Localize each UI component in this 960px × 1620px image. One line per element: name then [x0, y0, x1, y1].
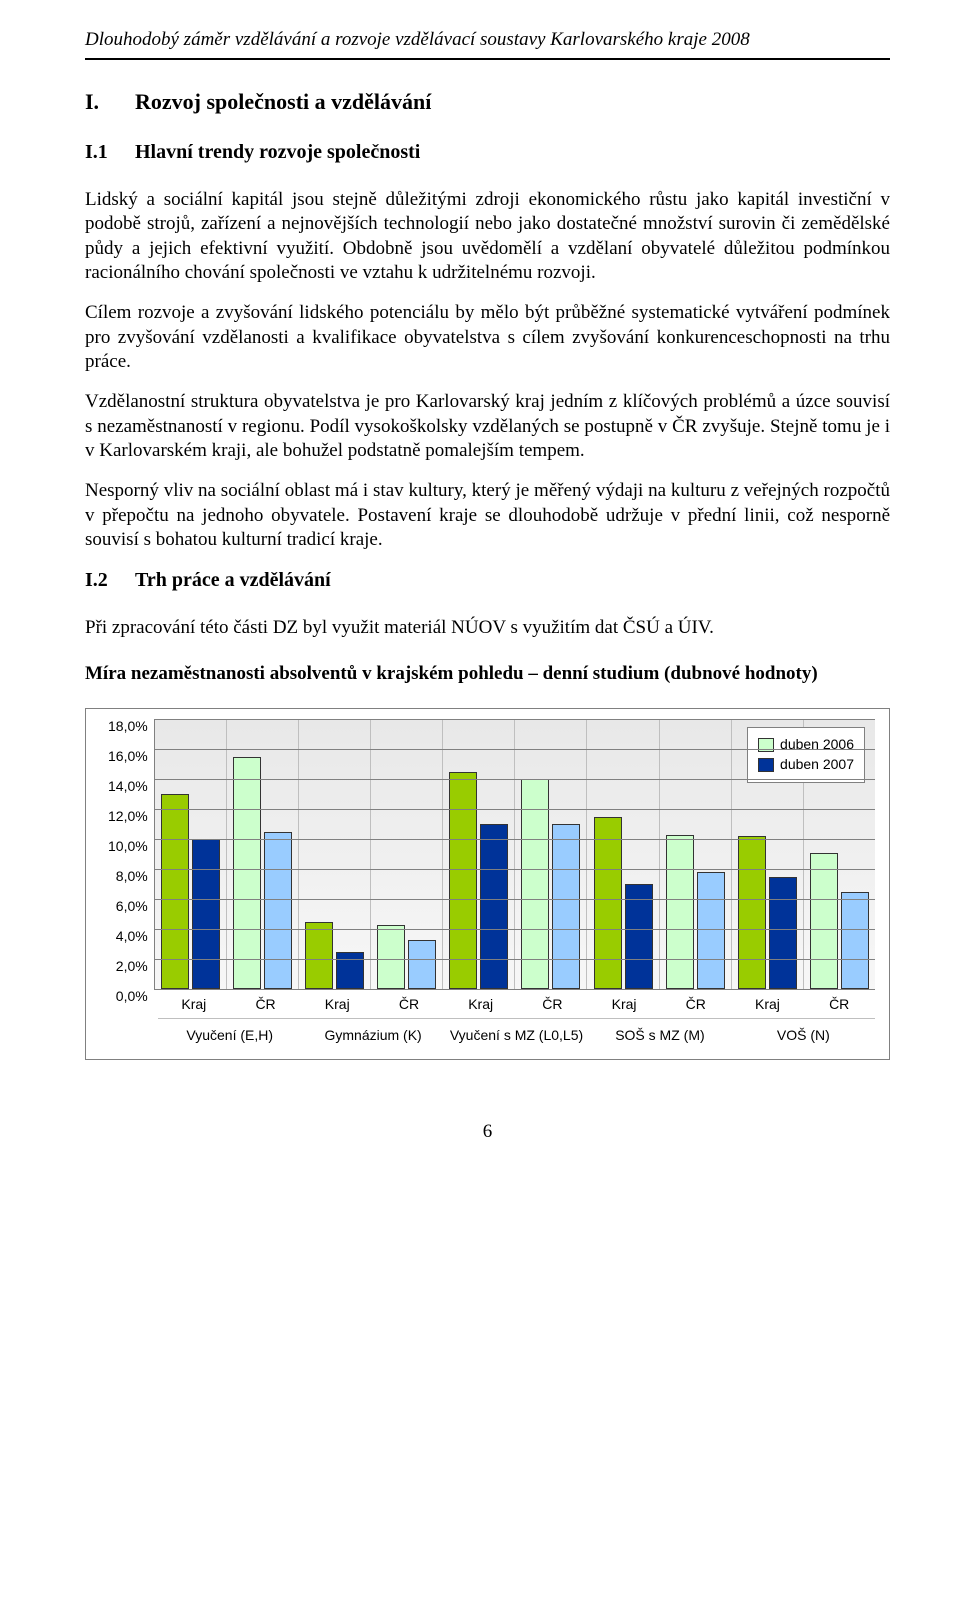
section-heading: I.Rozvoj společnosti a vzdělávání	[85, 88, 890, 116]
bar-2006	[449, 772, 477, 990]
subsection-number: I.1	[85, 140, 135, 166]
doc-header: Dlouhodobý záměr vzdělávání a rozvoje vz…	[85, 28, 890, 60]
bar-2007	[480, 824, 508, 989]
subsection-heading-1: I.1Hlavní trendy rozvoje společnosti	[85, 140, 890, 166]
bar-2006	[233, 757, 261, 990]
section-number: I.	[85, 88, 135, 116]
x-supergroup-label: Vyučení s MZ (L0,L5)	[445, 1018, 588, 1049]
x-category-label: ČR	[660, 990, 732, 1018]
subsection-heading-2: I.2Trh práce a vzdělávání	[85, 568, 890, 594]
bar-2006	[521, 779, 549, 989]
bar-group	[660, 719, 732, 989]
page-number: 6	[85, 1120, 890, 1144]
bar-group	[587, 719, 659, 989]
bar-2006	[305, 922, 333, 990]
chart-legend: duben 2006 duben 2007	[747, 727, 865, 783]
x-supergroup-label: VOŠ (N)	[732, 1018, 875, 1049]
chart-plot-area: duben 2006 duben 2007	[154, 719, 875, 990]
bar-group	[299, 719, 371, 989]
x-category-label: Kraj	[588, 990, 660, 1018]
paragraph: Lidský a sociální kapitál jsou stejně dů…	[85, 188, 890, 285]
legend-item: duben 2006	[758, 736, 854, 754]
x-category-label: Kraj	[301, 990, 373, 1018]
x-category-label: ČR	[517, 990, 589, 1018]
x-axis: KrajČRKrajČRKrajČRKrajČRKrajČR Vyučení (…	[158, 990, 875, 1049]
section-title: Rozvoj společnosti a vzdělávání	[135, 89, 431, 114]
y-axis-labels: 18,0%16,0%14,0%12,0%10,0%8,0%6,0%4,0%2,0…	[108, 719, 154, 989]
bar-group	[515, 719, 587, 989]
bar-2006	[738, 836, 766, 989]
bar-2007	[336, 952, 364, 989]
bar-2006	[666, 835, 694, 990]
x-supergroup-label: Gymnázium (K)	[301, 1018, 444, 1049]
legend-label: duben 2006	[780, 736, 854, 754]
bar-group	[371, 719, 443, 989]
bar-2006	[594, 817, 622, 990]
x-category-label: ČR	[803, 990, 875, 1018]
x-category-label: Kraj	[158, 990, 230, 1018]
x-category-label: ČR	[373, 990, 445, 1018]
x-category-label: Kraj	[445, 990, 517, 1018]
legend-swatch	[758, 758, 774, 772]
paragraph: Vzdělanostní struktura obyvatelstva je p…	[85, 390, 890, 463]
paragraph: Cílem rozvoje a zvyšování lidského poten…	[85, 301, 890, 374]
bar-2006	[377, 925, 405, 990]
bar-2007	[192, 839, 220, 989]
legend-item: duben 2007	[758, 756, 854, 774]
bar-group	[155, 719, 227, 989]
bar-2007	[697, 872, 725, 989]
subsection-number: I.2	[85, 568, 135, 594]
x-supergroup-label: SOŠ s MZ (M)	[588, 1018, 731, 1049]
x-category-label: Kraj	[732, 990, 804, 1018]
bar-2007	[841, 892, 869, 990]
bar-2006	[810, 853, 838, 990]
legend-label: duben 2007	[780, 756, 854, 774]
bar-group	[443, 719, 515, 989]
x-axis-supergroups: Vyučení (E,H)Gymnázium (K)Vyučení s MZ (…	[158, 1018, 875, 1049]
x-category-label: ČR	[230, 990, 302, 1018]
subsection-title: Hlavní trendy rozvoje společnosti	[135, 141, 420, 163]
chart-caption: Míra nezaměstnanosti absolventů v krajsk…	[85, 662, 890, 686]
unemployment-chart: 18,0%16,0%14,0%12,0%10,0%8,0%6,0%4,0%2,0…	[85, 708, 890, 1060]
bar-2007	[769, 877, 797, 990]
paragraph: Při zpracování této části DZ byl využit …	[85, 616, 890, 640]
x-supergroup-label: Vyučení (E,H)	[158, 1018, 301, 1049]
subsection-title: Trh práce a vzdělávání	[135, 569, 331, 591]
paragraph: Nesporný vliv na sociální oblast má i st…	[85, 479, 890, 552]
bar-2007	[552, 824, 580, 989]
bar-2007	[408, 940, 436, 990]
bar-2007	[264, 832, 292, 990]
bar-group	[227, 719, 299, 989]
x-axis-categories: KrajČRKrajČRKrajČRKrajČRKrajČR	[158, 990, 875, 1018]
